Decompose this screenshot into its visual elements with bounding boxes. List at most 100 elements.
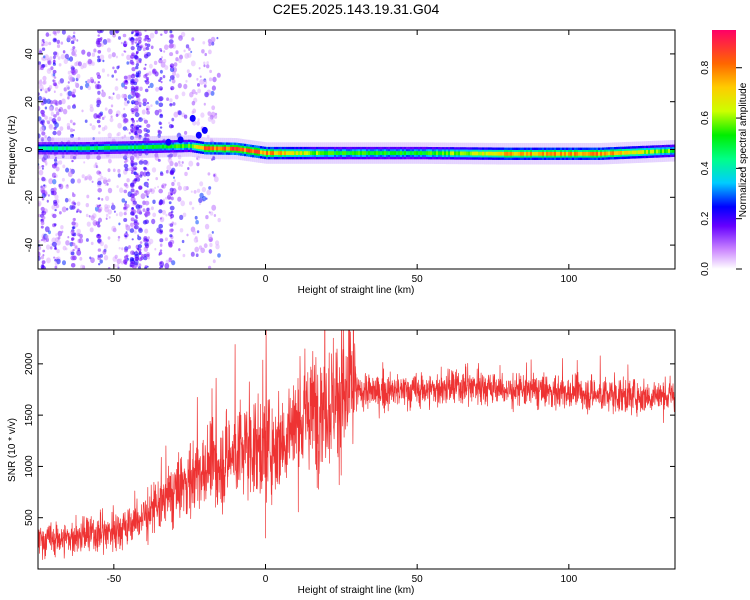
ridge-core: [482, 151, 485, 156]
noise-blob: [180, 200, 185, 207]
noise-blob: [91, 52, 96, 57]
noise-blob: [138, 60, 142, 64]
noise-blob: [149, 32, 155, 39]
noise-blob: [71, 159, 74, 163]
noise-blob: [97, 180, 102, 186]
noise-blob: [57, 56, 61, 60]
noise-blob: [108, 216, 111, 219]
ridge-core: [296, 151, 299, 155]
noise-blob: [198, 197, 203, 203]
noise-blob: [171, 78, 176, 84]
noise-blob: [203, 243, 208, 249]
noise-blob: [41, 260, 46, 264]
ridge-core: [382, 151, 385, 155]
noise-blob: [173, 179, 176, 183]
noise-blob: [111, 202, 114, 206]
noise-blob: [213, 176, 219, 183]
noise-blob: [188, 47, 191, 51]
noise-blob: [179, 214, 184, 220]
ridge-core: [370, 151, 373, 155]
noise-blob: [132, 200, 137, 205]
spectrogram-marks: [38, 30, 675, 269]
noise-blob: [98, 131, 101, 135]
noise-blob: [131, 207, 134, 210]
ridge-core: [246, 148, 249, 153]
ridge-core: [134, 145, 137, 150]
noise-blob: [169, 98, 173, 103]
noise-blob: [158, 188, 163, 194]
ridge-core: [258, 150, 261, 154]
noise-blob: [178, 58, 182, 64]
noise-blob: [65, 240, 70, 246]
ridge-core: [422, 151, 425, 155]
noise-blob: [145, 72, 149, 76]
noise-blob: [49, 106, 54, 112]
noise-blob: [161, 184, 165, 189]
ridge-core: [380, 151, 383, 155]
noise-blob: [163, 30, 168, 34]
noise-blob: [45, 244, 51, 250]
noise-blob: [40, 238, 44, 242]
ridge-core: [40, 146, 43, 151]
ridge-core: [214, 146, 217, 151]
ridge-core: [398, 151, 401, 155]
noise-blob: [133, 171, 138, 176]
noise-blob: [183, 49, 186, 53]
noise-blob: [101, 127, 106, 132]
noise-blob: [158, 86, 163, 91]
y-tick-label: 0: [24, 146, 35, 152]
ridge-core: [274, 151, 277, 155]
noise-blob: [93, 113, 98, 119]
noise-blob: [96, 99, 102, 105]
noise-blob: [107, 187, 113, 194]
ridge-core: [468, 151, 471, 156]
noise-blob: [138, 263, 142, 267]
noise-blob: [110, 204, 116, 211]
ridge-core: [102, 146, 105, 150]
noise-blob: [38, 256, 41, 261]
ridge-core: [566, 151, 569, 156]
ridge-core: [284, 151, 287, 155]
noise-blob: [41, 137, 44, 140]
noise-blob: [205, 197, 208, 200]
ridge-core: [66, 146, 69, 151]
ridge-core: [654, 149, 657, 154]
noise-blob: [146, 239, 149, 242]
noise-blob: [168, 39, 174, 44]
noise-blob: [169, 169, 175, 175]
noise-blob: [131, 119, 135, 123]
noise-blob: [169, 79, 172, 82]
ridge-core: [204, 146, 207, 151]
noise-blob: [202, 41, 206, 45]
ridge-core: [562, 151, 565, 156]
noise-blob: [64, 197, 69, 203]
ridge-core: [150, 145, 153, 149]
noise-blob: [130, 217, 135, 222]
noise-blob: [109, 30, 114, 35]
noise-blob: [181, 91, 186, 97]
noise-blob: [191, 206, 195, 210]
noise-blob: [101, 198, 104, 201]
colorbar-label: Normalized spectral amplitude: [738, 82, 749, 217]
ridge-core: [378, 151, 381, 155]
ridge-core: [166, 144, 169, 149]
noise-blob: [89, 104, 93, 109]
ridge-core: [200, 145, 203, 150]
noise-blob: [97, 188, 102, 193]
noise-blob: [41, 177, 46, 182]
ridge-core: [446, 151, 449, 156]
noise-blob: [135, 256, 140, 261]
noise-blob: [41, 113, 46, 118]
ridge-core: [236, 147, 239, 151]
noise-blob: [142, 47, 146, 52]
noise-blob: [52, 60, 56, 64]
noise-blob: [125, 231, 128, 234]
ridge-core: [132, 145, 135, 150]
noise-blob: [154, 155, 160, 161]
ridge-core: [112, 145, 115, 150]
y-tick-label: -40: [24, 237, 35, 252]
noise-blob: [73, 68, 78, 74]
noise-blob: [59, 211, 62, 215]
ridge-core: [266, 151, 269, 155]
noise-blob: [209, 69, 213, 74]
